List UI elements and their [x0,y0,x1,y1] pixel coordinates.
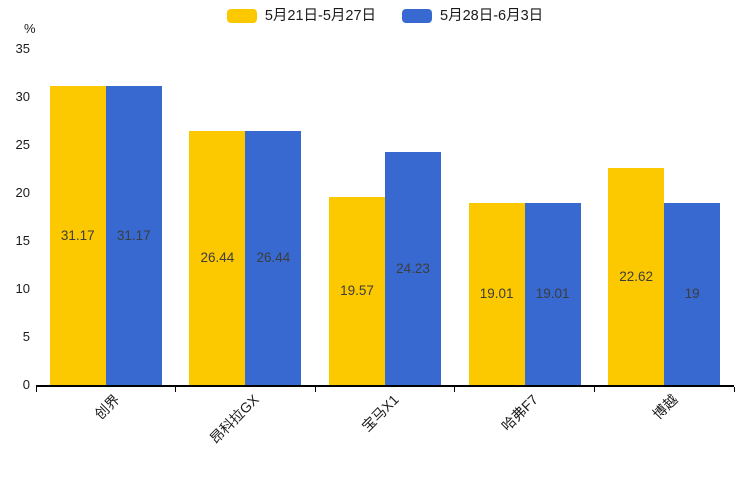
bar-创界-series-0: 31.17 [49,85,106,385]
x-axis-tick-mark [314,387,316,392]
bar-value-label: 19 [684,286,700,302]
y-axis-unit-label: % [24,21,36,36]
legend-label: 5月28日-6月3日 [440,7,544,24]
bar-创界-series-1: 31.17 [105,85,162,385]
y-axis-tick-label: 25 [15,137,30,152]
x-axis-label-创界: 创界 [91,391,123,423]
bar-昂科拉GX-series-1: 26.44 [245,131,302,385]
bar-value-label: 31.17 [116,227,151,243]
bar-宝马X1-series-1: 24.23 [385,152,441,385]
legend-label: 5月21日-5月27日 [264,7,377,24]
bar-value-label: 31.17 [60,227,95,243]
x-axis-tick-mark [454,387,456,392]
plot-area: 31.17 31.17 26.44 26.44 19.57 24.23 19.01 19.01… [36,49,734,387]
bar-宝马X1-series-0: 19.57 [329,197,385,385]
x-axis-label-昂科拉GX: 昂科拉GX [206,391,263,447]
bar-哈弗F7-series-0: 19.01 [468,202,525,385]
bar-value-label: 26.44 [200,250,235,266]
legend-item-series-1: 5月28日-6月3日 [402,9,543,24]
bar-博越-series-1: 19 [664,202,721,385]
y-axis-tick-label: 20 [15,185,30,200]
bar-value-label: 26.44 [256,250,291,266]
y-axis-tick-label: 30 [15,89,30,104]
legend-swatch-icon [402,9,433,23]
y-axis-tick-label: 35 [15,41,30,56]
x-axis-label-宝马X1: 宝马X1 [358,391,402,435]
y-axis-tick-label: 0 [22,377,30,392]
bar-哈弗F7-series-1: 19.01 [524,202,581,385]
x-axis-label-博越: 博越 [649,391,681,423]
x-axis-tick-mark [593,387,595,392]
legend-swatch-icon [226,9,257,23]
bar-value-label: 19.57 [340,283,374,299]
bar-value-label: 24.23 [396,260,430,276]
y-axis-tick-label: 10 [15,281,30,296]
bar-value-label: 19.01 [479,286,514,301]
chart-legend: 5月21日-5月27日 5月28日-6月3日 [36,6,734,26]
bar-昂科拉GX-series-0: 26.44 [189,131,246,385]
bar-value-label: 22.62 [619,268,654,284]
bar-value-label: 19.01 [535,286,570,301]
y-axis-tick-label: 15 [15,233,30,248]
x-axis-tick-mark [733,387,735,392]
x-axis-tick-mark [35,387,37,392]
x-axis-label-哈弗F7: 哈弗F7 [498,391,542,434]
legend-item-series-0: 5月21日-5月27日 [226,7,377,24]
x-axis-tick-mark [175,387,177,392]
bar-博越-series-0: 22.62 [608,167,665,385]
y-axis-tick-label: 5 [22,329,30,344]
